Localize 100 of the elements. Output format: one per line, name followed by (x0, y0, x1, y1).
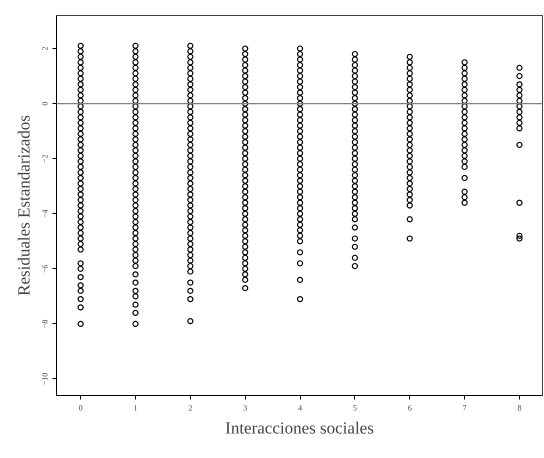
point (462, 136, 468, 143)
point (352, 205, 358, 212)
point (296, 117, 304, 124)
point (132, 147, 139, 154)
point (352, 112, 358, 118)
point (296, 72, 304, 80)
point (78, 142, 84, 148)
point (352, 72, 358, 80)
y-tick-label: 2 (40, 46, 50, 51)
point (187, 48, 194, 54)
point (462, 125, 468, 132)
point (242, 90, 248, 96)
point (132, 169, 139, 176)
point (132, 288, 139, 294)
point (516, 114, 523, 120)
point (78, 54, 84, 60)
y-tick-label: −6 (40, 264, 50, 274)
point (242, 150, 248, 156)
point (132, 103, 139, 110)
point (516, 200, 523, 206)
y-axis-title: Residuales Estandarizados (14, 115, 34, 296)
point (296, 150, 304, 156)
point (242, 72, 248, 80)
point (78, 86, 84, 93)
point (296, 56, 304, 63)
point (187, 218, 194, 226)
point (187, 70, 194, 76)
point (352, 56, 358, 63)
point (187, 174, 194, 182)
point (132, 246, 139, 253)
point (187, 108, 194, 115)
point (78, 64, 84, 71)
y-tick-label: −10 (40, 372, 50, 386)
point (132, 218, 139, 226)
point (187, 76, 194, 82)
point (132, 98, 139, 104)
point (296, 134, 304, 140)
point (132, 230, 139, 236)
point (296, 232, 304, 239)
point (78, 158, 84, 165)
point (242, 144, 248, 151)
y-tick-label: 0 (40, 102, 50, 106)
point (132, 81, 139, 88)
point (187, 235, 194, 242)
point (132, 208, 139, 214)
point (78, 42, 84, 49)
y-tick-label: −4 (40, 210, 50, 218)
point (187, 268, 194, 275)
point (242, 216, 248, 222)
point (187, 54, 194, 60)
point (132, 252, 139, 258)
point (406, 191, 413, 198)
point (462, 130, 468, 137)
point (242, 254, 248, 261)
point (352, 150, 358, 156)
point (242, 95, 248, 102)
point (462, 142, 468, 148)
point (462, 70, 468, 76)
point (132, 54, 139, 60)
point (242, 178, 248, 184)
point (296, 205, 304, 212)
point (242, 62, 248, 68)
point (516, 103, 523, 110)
point (352, 117, 358, 124)
point (296, 238, 304, 244)
point (406, 81, 413, 88)
point (78, 260, 84, 266)
point (406, 216, 413, 222)
point (242, 139, 248, 146)
point (132, 240, 139, 248)
point (78, 246, 84, 253)
point (242, 172, 248, 178)
point (78, 288, 84, 294)
point (78, 164, 84, 170)
point (406, 169, 413, 176)
point (78, 147, 84, 154)
point (462, 92, 468, 98)
point (352, 262, 358, 270)
point (187, 81, 194, 88)
point (352, 166, 358, 173)
point (516, 64, 523, 71)
point (187, 180, 194, 187)
point (516, 120, 523, 126)
point (187, 224, 194, 231)
point (132, 114, 139, 120)
point (352, 210, 358, 217)
point (352, 67, 358, 74)
point (296, 216, 304, 222)
point (406, 235, 413, 242)
point (187, 152, 194, 160)
point (187, 164, 194, 170)
point (406, 142, 413, 148)
point (406, 174, 413, 182)
point (187, 186, 194, 192)
point (296, 112, 304, 118)
point (406, 136, 413, 143)
point (78, 218, 84, 226)
point (242, 134, 248, 140)
point (242, 276, 248, 283)
point (187, 202, 194, 209)
